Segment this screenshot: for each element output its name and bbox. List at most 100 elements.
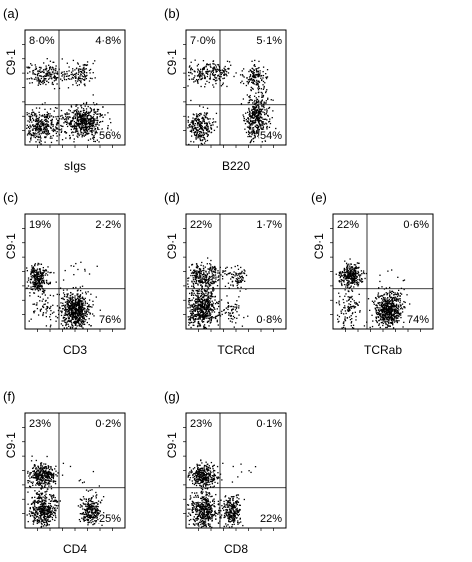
event-dot	[77, 304, 78, 305]
event-dot	[47, 274, 48, 275]
event-dot	[91, 116, 92, 117]
event-dot	[208, 71, 209, 72]
event-dot	[387, 304, 388, 305]
event-dot	[37, 139, 38, 140]
event-dot	[72, 299, 73, 300]
event-dot	[48, 113, 49, 114]
event-dot	[39, 114, 40, 115]
event-dot	[61, 311, 62, 312]
event-dot	[258, 67, 259, 68]
event-dot	[88, 304, 89, 305]
event-dot	[203, 115, 204, 116]
event-dot	[41, 264, 42, 265]
quadrant-lower-right-label: 54%	[260, 130, 282, 142]
event-dot	[62, 325, 63, 326]
event-dots	[187, 257, 248, 329]
event-dot	[83, 67, 84, 68]
event-dot	[251, 115, 252, 116]
event-dot	[249, 78, 250, 79]
event-dot	[200, 75, 201, 76]
event-dot	[389, 309, 390, 310]
event-dot	[32, 112, 33, 113]
event-dot	[390, 292, 391, 293]
event-dot	[387, 327, 388, 328]
event-dot	[40, 272, 41, 273]
event-dot	[75, 118, 76, 119]
event-dot	[362, 281, 363, 282]
event-dot	[28, 279, 29, 280]
event-dot	[45, 84, 46, 85]
event-dot	[190, 300, 191, 301]
event-dot	[40, 81, 41, 82]
event-dot	[259, 88, 260, 89]
event-dot	[192, 315, 193, 316]
event-dot	[97, 140, 98, 141]
panel-label: (c)	[3, 190, 18, 205]
event-dot	[61, 110, 62, 111]
event-dot	[65, 118, 66, 119]
event-dot	[34, 282, 35, 283]
event-dot	[203, 282, 204, 283]
event-dot	[207, 294, 208, 295]
event-dot	[233, 316, 234, 317]
event-dot	[272, 110, 273, 111]
event-dot	[339, 316, 340, 317]
event-dot	[236, 308, 237, 309]
event-dot	[219, 69, 220, 70]
event-dot	[378, 287, 379, 288]
event-dot	[199, 136, 200, 137]
event-dot	[47, 266, 48, 267]
event-dot	[66, 76, 67, 77]
event-dot	[253, 131, 254, 132]
event-dot	[397, 320, 398, 321]
event-dot	[187, 280, 188, 281]
event-dot	[195, 138, 196, 139]
event-dot	[50, 137, 51, 138]
event-dot	[66, 327, 67, 328]
event-dot	[205, 117, 206, 118]
event-dot	[264, 114, 265, 115]
event-dot	[228, 283, 229, 284]
event-dot	[32, 115, 33, 116]
event-dot	[210, 264, 211, 265]
event-dot	[199, 76, 200, 77]
event-dot	[346, 280, 347, 281]
event-dot	[89, 123, 90, 124]
event-dot	[190, 315, 191, 316]
event-dot	[263, 81, 264, 82]
quadrant-upper-left-label: 22%	[190, 219, 212, 231]
event-dot	[227, 309, 228, 310]
event-dot	[49, 117, 50, 118]
event-dot	[363, 270, 364, 271]
event-dot	[201, 79, 202, 80]
event-dot	[356, 268, 357, 269]
event-dot	[337, 315, 338, 316]
event-dot	[75, 77, 76, 78]
event-dot	[257, 85, 258, 86]
event-dot	[342, 309, 343, 310]
event-dot	[228, 314, 229, 315]
event-dot	[86, 316, 87, 317]
event-dot	[188, 300, 189, 301]
event-dot	[246, 132, 247, 133]
event-dot	[32, 268, 33, 269]
event-dot	[37, 118, 38, 119]
event-dot	[191, 286, 192, 287]
event-dot	[249, 133, 250, 134]
event-dot	[256, 130, 257, 131]
event-dot	[250, 115, 251, 116]
event-dot	[192, 127, 193, 128]
event-dot	[397, 296, 398, 297]
event-dot	[83, 309, 84, 310]
event-dot	[48, 130, 49, 131]
event-dot	[222, 314, 223, 315]
event-dot	[34, 134, 35, 135]
event-dot	[200, 325, 201, 326]
event-dot	[40, 143, 41, 144]
event-dot	[79, 84, 80, 85]
event-dot	[204, 134, 205, 135]
event-dot	[386, 292, 387, 293]
event-dot	[43, 304, 44, 305]
event-dot	[48, 121, 49, 122]
event-dot	[86, 111, 87, 112]
